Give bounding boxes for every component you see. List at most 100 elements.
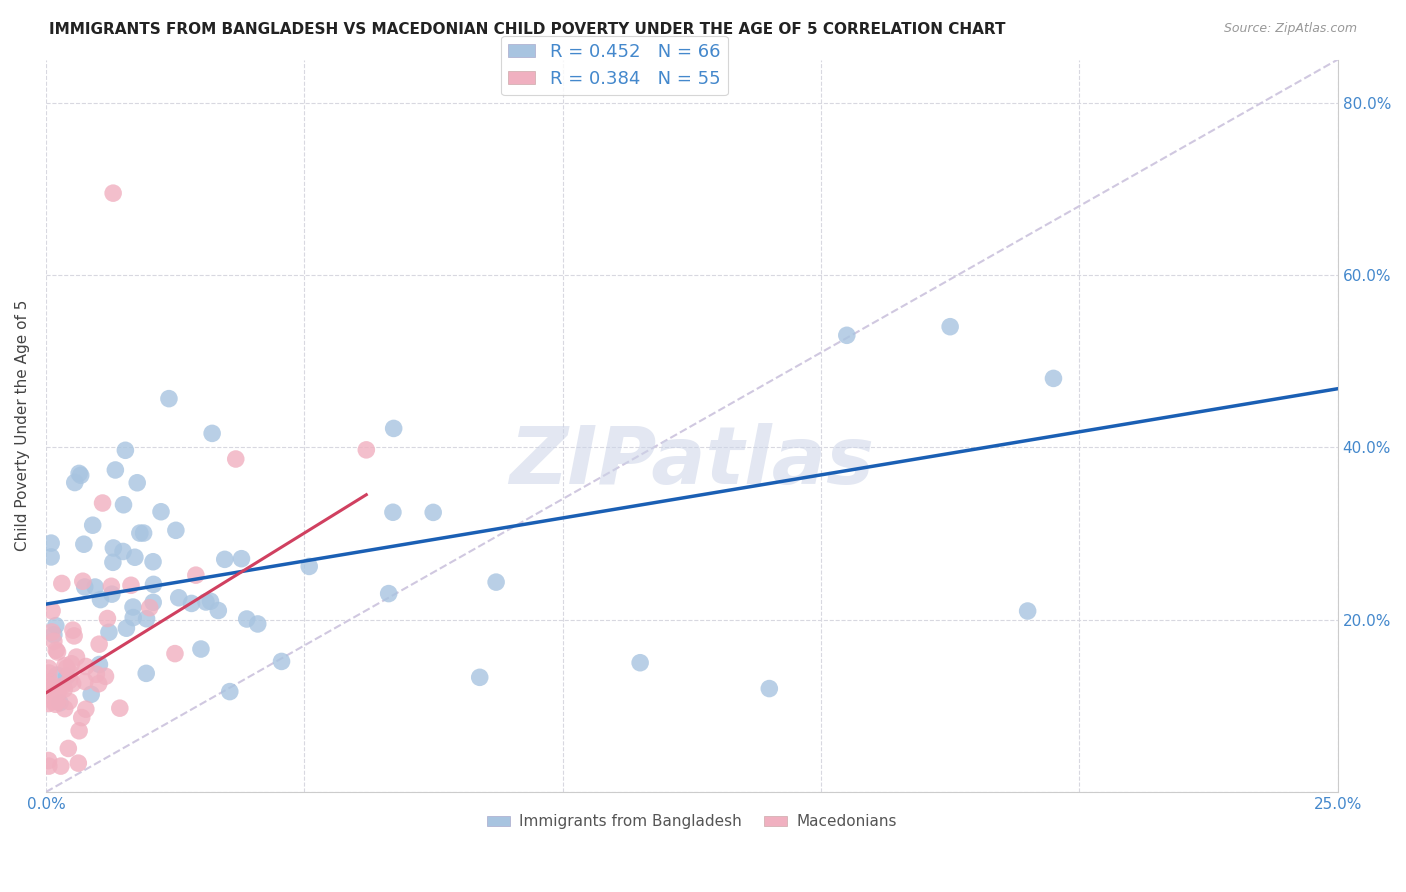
Point bbox=[97, 625, 120, 640]
Point bbox=[38, 759, 60, 773]
Point bbox=[80, 687, 103, 701]
Point bbox=[758, 681, 780, 696]
Point bbox=[96, 611, 118, 625]
Point bbox=[298, 559, 321, 574]
Point bbox=[231, 551, 253, 566]
Point bbox=[89, 657, 111, 672]
Point bbox=[46, 685, 69, 699]
Point bbox=[53, 682, 76, 697]
Point bbox=[46, 694, 69, 708]
Point bbox=[39, 549, 62, 564]
Point bbox=[100, 579, 122, 593]
Point bbox=[1042, 371, 1064, 385]
Point bbox=[89, 637, 111, 651]
Point bbox=[108, 701, 131, 715]
Point bbox=[55, 661, 77, 675]
Point bbox=[163, 647, 186, 661]
Point bbox=[86, 667, 108, 681]
Point bbox=[101, 587, 124, 601]
Point bbox=[207, 603, 229, 617]
Point bbox=[218, 684, 240, 698]
Point bbox=[180, 596, 202, 610]
Point bbox=[58, 673, 80, 688]
Point bbox=[72, 574, 94, 589]
Point bbox=[132, 526, 155, 541]
Point bbox=[115, 621, 138, 635]
Point bbox=[127, 475, 149, 490]
Point bbox=[44, 698, 66, 712]
Point bbox=[356, 442, 378, 457]
Point bbox=[38, 683, 60, 698]
Y-axis label: Child Poverty Under the Age of 5: Child Poverty Under the Age of 5 bbox=[15, 300, 30, 551]
Point bbox=[62, 676, 84, 690]
Point bbox=[69, 468, 91, 483]
Point bbox=[225, 452, 247, 467]
Point bbox=[194, 595, 217, 609]
Point bbox=[200, 594, 222, 608]
Point bbox=[236, 612, 259, 626]
Point bbox=[835, 328, 858, 343]
Point bbox=[150, 505, 173, 519]
Point bbox=[53, 701, 76, 715]
Point bbox=[67, 756, 90, 771]
Point bbox=[939, 319, 962, 334]
Point bbox=[42, 634, 65, 648]
Point bbox=[246, 617, 269, 632]
Point bbox=[38, 697, 60, 711]
Point bbox=[165, 524, 187, 538]
Point bbox=[51, 576, 73, 591]
Point bbox=[67, 723, 90, 738]
Point bbox=[190, 642, 212, 657]
Point bbox=[49, 759, 72, 773]
Point bbox=[38, 661, 60, 675]
Point bbox=[55, 669, 77, 683]
Point bbox=[114, 443, 136, 458]
Point bbox=[59, 665, 82, 680]
Point bbox=[38, 665, 60, 680]
Point bbox=[142, 577, 165, 591]
Point bbox=[65, 650, 87, 665]
Point bbox=[41, 624, 63, 639]
Point bbox=[135, 612, 157, 626]
Point bbox=[58, 694, 80, 708]
Point bbox=[39, 675, 62, 690]
Point bbox=[382, 421, 405, 435]
Point bbox=[101, 555, 124, 569]
Point bbox=[46, 645, 69, 659]
Point bbox=[82, 518, 104, 533]
Point bbox=[1017, 604, 1039, 618]
Point bbox=[38, 754, 60, 768]
Point bbox=[103, 541, 125, 555]
Legend: Immigrants from Bangladesh, Macedonians: Immigrants from Bangladesh, Macedonians bbox=[481, 808, 903, 836]
Point bbox=[628, 656, 651, 670]
Point bbox=[138, 600, 160, 615]
Point bbox=[89, 592, 111, 607]
Point bbox=[135, 666, 157, 681]
Point bbox=[270, 655, 292, 669]
Point bbox=[70, 710, 93, 724]
Point bbox=[84, 580, 107, 594]
Point bbox=[58, 741, 80, 756]
Point bbox=[52, 679, 75, 693]
Point bbox=[122, 600, 145, 615]
Point bbox=[128, 526, 150, 541]
Point bbox=[63, 629, 86, 643]
Point bbox=[67, 467, 90, 481]
Point bbox=[73, 537, 96, 551]
Point bbox=[62, 623, 84, 637]
Point bbox=[184, 568, 207, 582]
Point bbox=[142, 595, 165, 609]
Point bbox=[381, 505, 404, 519]
Point bbox=[45, 618, 67, 632]
Point bbox=[124, 550, 146, 565]
Point bbox=[73, 674, 96, 689]
Text: Source: ZipAtlas.com: Source: ZipAtlas.com bbox=[1223, 22, 1357, 36]
Point bbox=[42, 694, 65, 708]
Point bbox=[75, 659, 97, 673]
Point bbox=[49, 696, 72, 710]
Point bbox=[214, 552, 236, 566]
Point bbox=[112, 544, 135, 558]
Point bbox=[120, 578, 142, 592]
Point bbox=[73, 580, 96, 594]
Point bbox=[63, 475, 86, 490]
